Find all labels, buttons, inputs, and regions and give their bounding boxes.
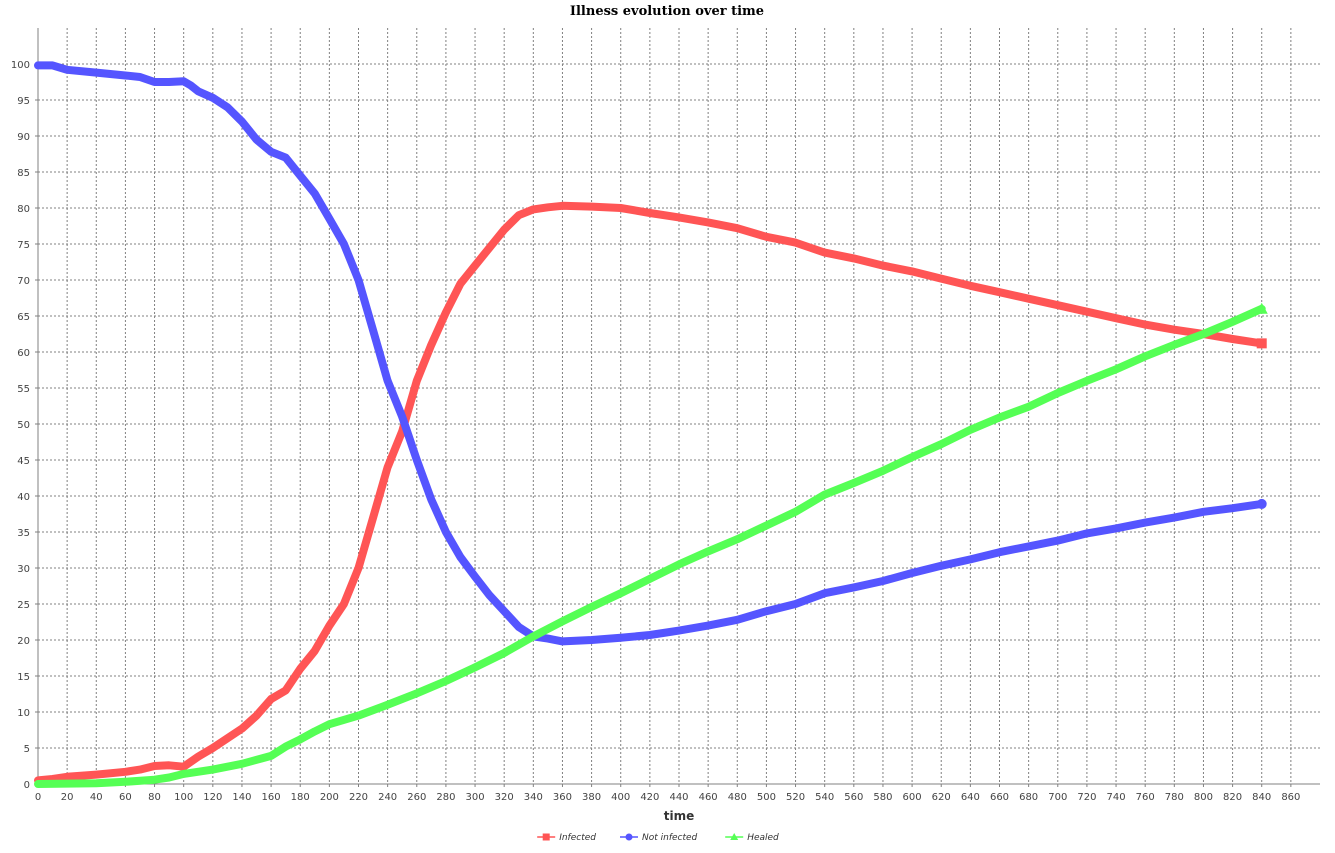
- series-not-infected: [34, 61, 1267, 646]
- x-tick-label: 780: [1165, 792, 1184, 803]
- x-tick-label: 440: [669, 792, 688, 803]
- x-tick-label: 260: [407, 792, 426, 803]
- x-tick-label: 480: [728, 792, 747, 803]
- x-tick-label: 60: [119, 792, 132, 803]
- x-tick-label: 380: [582, 792, 601, 803]
- series-point-infected: [1256, 338, 1267, 349]
- series-line-infected: [34, 201, 1266, 785]
- x-tick-label: 580: [873, 792, 892, 803]
- y-tick-label: 25: [17, 600, 30, 611]
- x-tick-label: 520: [786, 792, 805, 803]
- x-tick-label: 680: [1019, 792, 1038, 803]
- legend-marker-not-infected: [625, 833, 633, 841]
- y-tick-label: 10: [17, 708, 30, 719]
- series-line-not-infected: [34, 61, 1266, 646]
- legend-marker-infected: [542, 833, 550, 841]
- x-tick-label: 660: [990, 792, 1009, 803]
- series-infected: [34, 201, 1267, 785]
- x-tick-label: 100: [174, 792, 193, 803]
- x-tick-label: 320: [495, 792, 514, 803]
- legend-item-infected[interactable]: Infected: [537, 833, 596, 843]
- series-point-not-infected: [1256, 498, 1267, 509]
- y-tick-label: 95: [17, 96, 30, 107]
- y-tick-label: 30: [17, 564, 30, 575]
- x-tick-label: 820: [1223, 792, 1242, 803]
- x-tick-label: 220: [349, 792, 368, 803]
- x-tick-label: 600: [903, 792, 922, 803]
- legend-item-not-infected[interactable]: Not infected: [620, 833, 698, 843]
- x-tick-labels: 0 20 40 60 80 100 120 140 160 180 200 220 240 260 280 3…: [35, 784, 1300, 803]
- x-tick-label: 620: [932, 792, 951, 803]
- x-tick-label: 720: [1077, 792, 1096, 803]
- x-tick-label: 140: [232, 792, 251, 803]
- series: [34, 61, 1268, 788]
- y-tick-label: 70: [17, 276, 30, 287]
- y-tick-label: 100: [11, 60, 30, 71]
- x-tick-label: 560: [844, 792, 863, 803]
- legend-item-healed[interactable]: Healed: [725, 833, 779, 843]
- y-tick-label: 60: [17, 348, 30, 359]
- x-tick-label: 700: [1048, 792, 1067, 803]
- y-tick-label: 55: [17, 384, 30, 395]
- y-tick-label: 75: [17, 240, 30, 251]
- x-axis-label: time: [664, 809, 695, 823]
- x-tick-label: 420: [640, 792, 659, 803]
- x-tick-label: 300: [465, 792, 484, 803]
- y-tick-label: 15: [17, 672, 30, 683]
- y-tick-label: 5: [24, 744, 30, 755]
- x-tick-label: 800: [1194, 792, 1213, 803]
- x-tick-label: 180: [291, 792, 310, 803]
- y-tick-label: 40: [17, 492, 30, 503]
- x-tick-label: 280: [436, 792, 455, 803]
- legend-label-not-infected: Not infected: [642, 833, 698, 843]
- y-tick-label: 45: [17, 456, 30, 467]
- x-tick-label: 80: [148, 792, 161, 803]
- x-tick-label: 340: [524, 792, 543, 803]
- y-tick-label: 20: [17, 636, 30, 647]
- y-tick-label: 65: [17, 312, 30, 323]
- x-tick-label: 120: [203, 792, 222, 803]
- x-tick-label: 640: [961, 792, 980, 803]
- y-tick-label: 85: [17, 168, 30, 179]
- y-tick-label: 90: [17, 132, 30, 143]
- y-tick-label: 80: [17, 204, 30, 215]
- y-tick-label: 50: [17, 420, 30, 431]
- x-tick-label: 20: [61, 792, 74, 803]
- x-tick-label: 360: [553, 792, 572, 803]
- x-tick-label: 200: [320, 792, 339, 803]
- x-tick-label: 860: [1281, 792, 1300, 803]
- grid: [37, 28, 1320, 785]
- legend[interactable]: Infected Not infected Healed: [537, 833, 779, 843]
- x-tick-label: 40: [90, 792, 103, 803]
- x-tick-label: 160: [262, 792, 281, 803]
- y-tick-label: 35: [17, 528, 30, 539]
- x-tick-label: 760: [1136, 792, 1155, 803]
- x-tick-label: 0: [35, 792, 41, 803]
- legend-label-infected: Infected: [559, 833, 596, 843]
- legend-marker-healed: [730, 833, 739, 840]
- legend-label-healed: Healed: [747, 833, 779, 843]
- x-tick-label: 460: [699, 792, 718, 803]
- x-tick-label: 500: [757, 792, 776, 803]
- x-tick-label: 840: [1252, 792, 1271, 803]
- series-healed: [34, 302, 1268, 788]
- chart-title: Illness evolution over time: [570, 4, 764, 19]
- series-line-healed: [34, 304, 1266, 788]
- y-tick-label: 0: [24, 780, 30, 791]
- series-point-healed: [1255, 302, 1268, 314]
- x-tick-label: 540: [815, 792, 834, 803]
- y-tick-labels: 0 5 10 15 20 25 30 35 40 45 50 55 60 65 70 75 80 85 90 95 10…: [11, 60, 38, 791]
- x-tick-label: 400: [611, 792, 630, 803]
- x-tick-label: 740: [1106, 792, 1125, 803]
- x-tick-label: 240: [378, 792, 397, 803]
